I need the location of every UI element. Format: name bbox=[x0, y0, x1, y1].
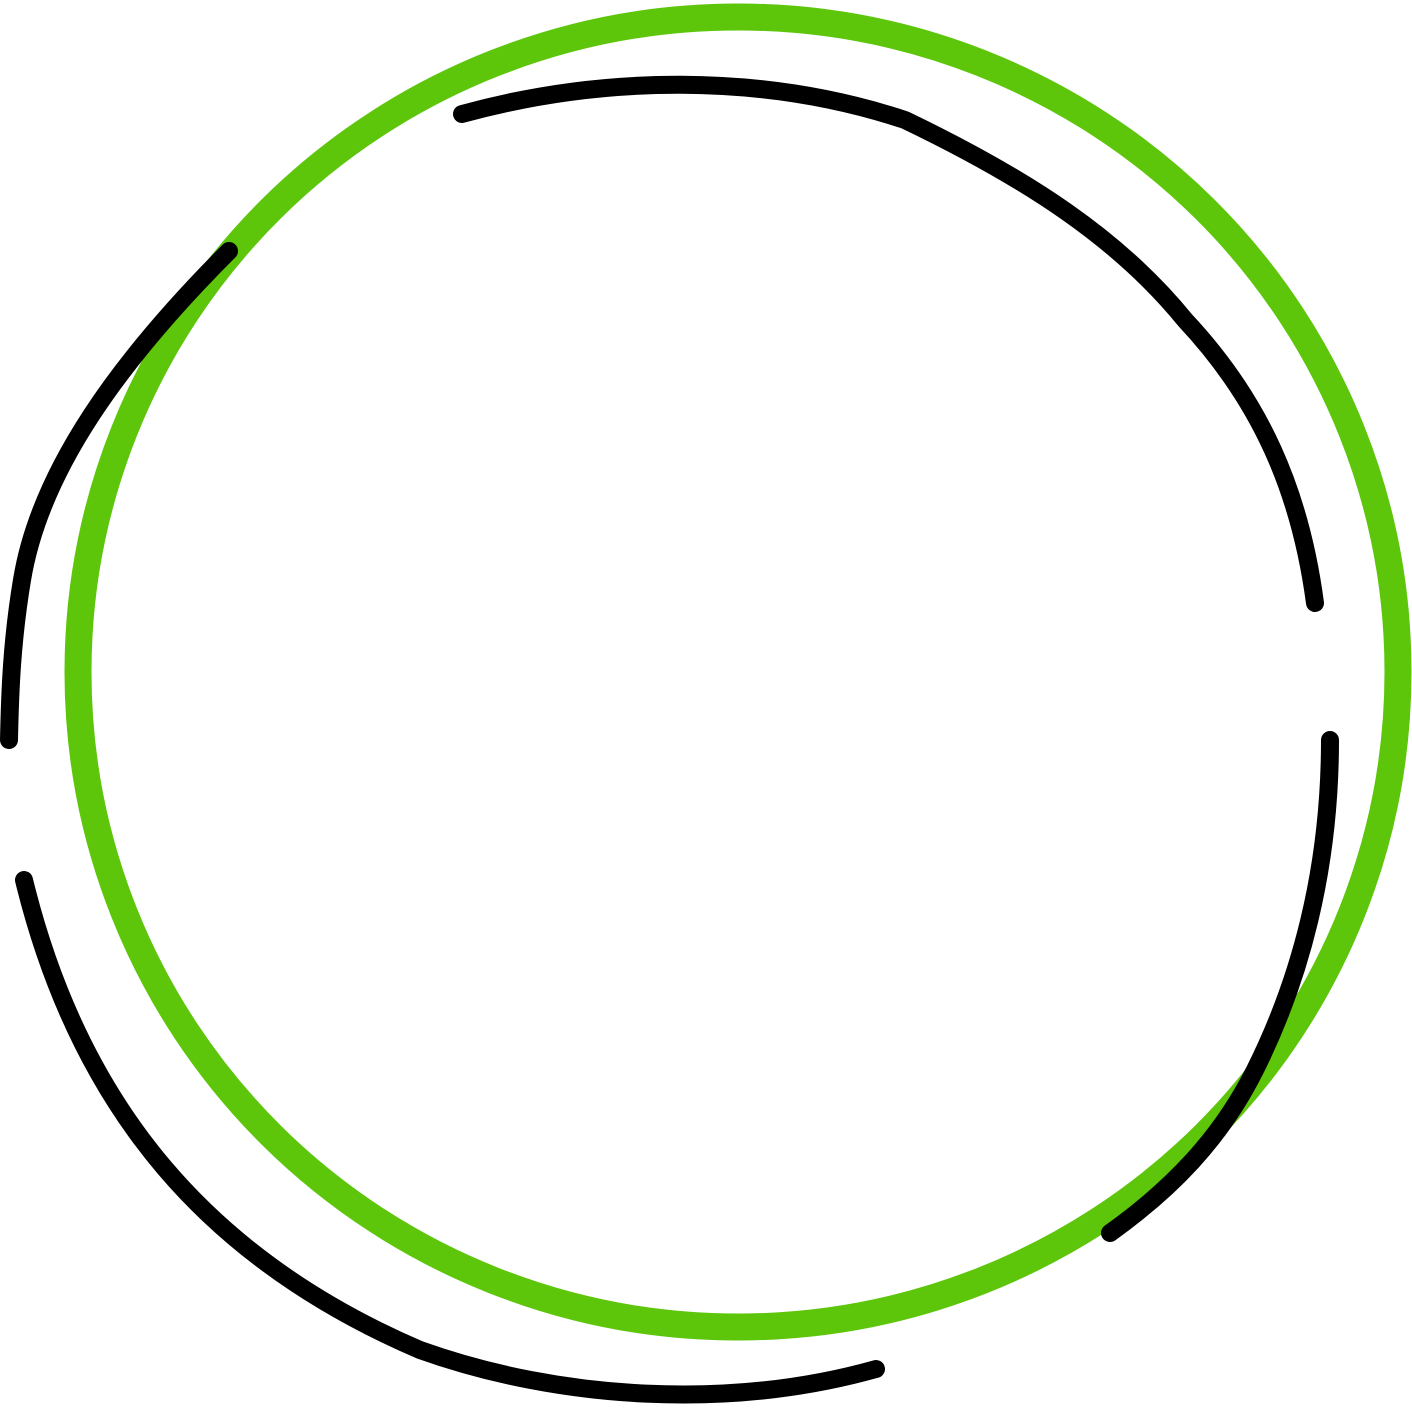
black-arc-top bbox=[453, 75, 1324, 612]
black-arc-right bbox=[1101, 731, 1339, 1242]
black-arc-left bbox=[0, 242, 238, 749]
black-arc-bottom bbox=[15, 871, 885, 1404]
green-ring bbox=[64, 3, 1412, 1341]
